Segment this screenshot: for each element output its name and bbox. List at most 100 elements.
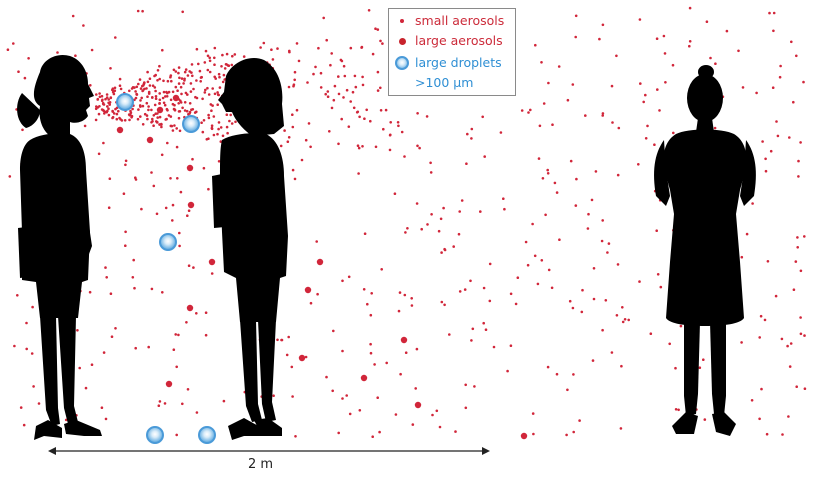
small-aerosol bbox=[527, 111, 530, 114]
small-aerosol bbox=[415, 347, 419, 351]
small-aerosol bbox=[162, 101, 166, 105]
small-aerosol bbox=[411, 423, 415, 426]
small-aerosol bbox=[442, 206, 445, 210]
small-aerosol bbox=[557, 65, 561, 68]
small-aerosol bbox=[163, 103, 167, 107]
small-aerosol bbox=[537, 157, 541, 160]
small-aerosol bbox=[280, 338, 284, 342]
small-aerosol bbox=[638, 18, 642, 21]
small-aerosol bbox=[403, 155, 406, 158]
small-aerosol bbox=[154, 97, 158, 100]
legend-label-large-aerosols: large aerosols bbox=[415, 32, 503, 48]
small-aerosol bbox=[150, 287, 154, 291]
small-aerosol bbox=[124, 230, 127, 234]
small-aerosol bbox=[217, 127, 220, 131]
small-aerosol bbox=[135, 92, 138, 96]
small-aerosol bbox=[565, 433, 568, 437]
small-aerosol bbox=[197, 62, 200, 66]
small-aerosol bbox=[792, 288, 796, 292]
small-aerosol bbox=[221, 80, 225, 84]
small-aerosol bbox=[655, 37, 659, 40]
small-aerosol bbox=[345, 394, 349, 397]
small-aerosol bbox=[569, 159, 573, 163]
small-aerosol bbox=[776, 134, 780, 138]
small-aerosol bbox=[259, 46, 262, 49]
small-aerosol bbox=[291, 125, 295, 129]
small-aerosol bbox=[166, 109, 169, 112]
small-aerosol bbox=[404, 231, 407, 234]
small-aerosol bbox=[610, 84, 614, 88]
small-aerosol bbox=[150, 171, 153, 174]
small-aerosol bbox=[185, 109, 189, 113]
small-aerosol bbox=[164, 95, 167, 98]
small-aerosol bbox=[627, 318, 630, 322]
large-aerosol bbox=[414, 401, 422, 409]
large-aerosol-marker bbox=[398, 37, 406, 45]
small-aerosol bbox=[379, 39, 382, 43]
small-aerosol bbox=[23, 76, 27, 80]
small-aerosol bbox=[293, 70, 297, 74]
small-aerosol bbox=[192, 87, 195, 91]
small-aerosol bbox=[290, 365, 294, 369]
small-aerosol bbox=[157, 404, 161, 408]
small-aerosol bbox=[546, 168, 549, 172]
large-aerosol bbox=[316, 258, 324, 266]
small-aerosol bbox=[337, 431, 341, 435]
small-aerosol bbox=[176, 89, 179, 92]
small-aerosol bbox=[129, 113, 132, 117]
small-aerosol bbox=[615, 314, 619, 317]
small-aerosol bbox=[765, 432, 769, 436]
small-aerosol bbox=[306, 81, 309, 84]
small-aerosol bbox=[482, 321, 486, 325]
small-aerosol bbox=[358, 409, 362, 412]
small-aerosol bbox=[616, 173, 620, 177]
small-aerosol bbox=[74, 54, 77, 57]
small-aerosol bbox=[123, 119, 127, 122]
small-aerosol bbox=[230, 63, 234, 67]
small-aerosol bbox=[216, 132, 219, 136]
small-aerosol bbox=[158, 400, 162, 403]
small-aerosol bbox=[460, 199, 464, 202]
small-aerosol bbox=[158, 102, 161, 105]
small-aerosol bbox=[606, 251, 609, 254]
small-aerosol bbox=[111, 90, 115, 94]
small-aerosol bbox=[803, 387, 807, 391]
small-aerosol bbox=[544, 213, 547, 217]
small-aerosol bbox=[214, 77, 217, 80]
small-aerosol bbox=[315, 240, 319, 243]
small-aerosol bbox=[369, 351, 373, 355]
small-aerosol bbox=[799, 316, 802, 319]
small-aerosol bbox=[333, 84, 337, 88]
small-aerosol bbox=[469, 279, 472, 283]
small-aerosol bbox=[340, 59, 344, 63]
small-aerosol bbox=[177, 110, 181, 113]
small-aerosol bbox=[341, 279, 344, 283]
small-aerosol bbox=[610, 351, 614, 354]
small-aerosol bbox=[83, 124, 87, 128]
small-aerosol bbox=[146, 80, 150, 84]
small-aerosol bbox=[155, 120, 158, 123]
small-aerosol bbox=[332, 98, 336, 102]
small-aerosol bbox=[139, 99, 142, 102]
large-droplet bbox=[182, 115, 200, 133]
small-aerosol bbox=[293, 78, 297, 82]
large-droplet bbox=[116, 93, 134, 111]
small-aerosol bbox=[202, 166, 206, 170]
small-aerosol bbox=[131, 107, 134, 111]
small-aerosol bbox=[415, 202, 419, 205]
small-aerosol bbox=[188, 102, 192, 105]
small-aerosol bbox=[463, 288, 467, 291]
small-aerosol bbox=[713, 126, 717, 130]
small-aerosol bbox=[178, 76, 181, 80]
small-aerosol bbox=[379, 109, 383, 112]
small-aerosol bbox=[385, 361, 389, 365]
small-aerosol bbox=[169, 115, 173, 118]
small-aerosol bbox=[688, 40, 692, 43]
small-aerosol bbox=[167, 90, 171, 94]
small-aerosol bbox=[393, 192, 397, 195]
small-aerosol bbox=[195, 312, 198, 315]
small-aerosol bbox=[795, 54, 798, 58]
small-aerosol bbox=[325, 38, 329, 42]
small-aerosol bbox=[755, 91, 758, 95]
small-aerosol bbox=[156, 79, 159, 82]
